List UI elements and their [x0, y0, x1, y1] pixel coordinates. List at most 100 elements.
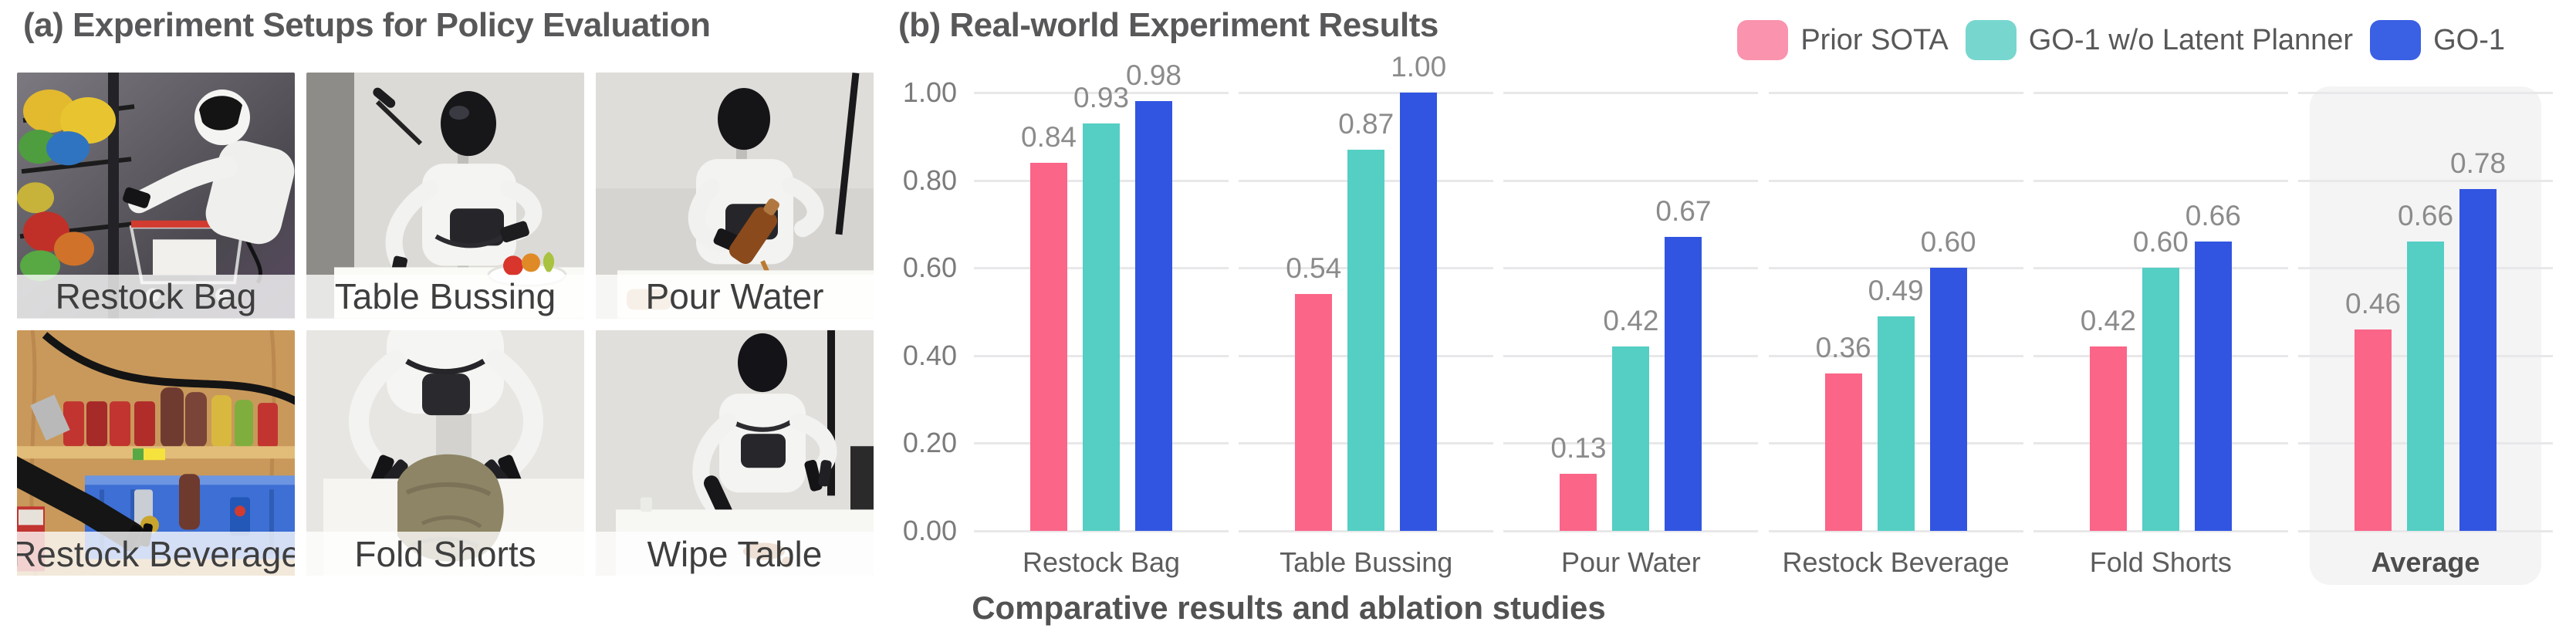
bar-slot: 0.42 [2081, 93, 2136, 531]
bar-group: 0.84 0.93 0.98 [974, 59, 1229, 531]
chart-group-pour-water: 0.13 0.42 0.67 Pour Water [1503, 92, 1759, 578]
bar-go-1-restock-beverage [1929, 268, 1967, 531]
panel-b-title: (b) Real-world Experiment Results [898, 6, 1438, 44]
bar-slot: 0.98 [1126, 59, 1182, 531]
gridline [974, 530, 1229, 532]
legend-label: Prior SOTA [1800, 23, 1949, 56]
bar-value-label: 0.93 [1073, 81, 1130, 113]
photo-label-restock-beverage: Restock Beverage [17, 532, 295, 576]
bar-go-1-w-o-latent-planner-pour-water [1612, 346, 1650, 531]
bar-value-label: 0.42 [1603, 305, 1659, 337]
bar-go-1-w-o-latent-planner-restock-beverage [1877, 316, 1915, 531]
gridline [2298, 530, 2554, 532]
bar-value-label: 0.49 [1868, 274, 1924, 306]
robot-table-bussing [385, 91, 543, 287]
bar-go-1-restock-bag [1135, 101, 1172, 531]
bar-go-1-w-o-latent-planner-fold-shorts [2142, 268, 2179, 531]
chart-group-average: 0.46 0.66 0.78 Average [2298, 92, 2554, 578]
photo-label-wipe-table: Wipe Table [596, 532, 874, 576]
bar-value-label: 0.66 [2185, 200, 2241, 232]
photo-restock-beverage: Restock Beverage [17, 329, 295, 576]
y-tick-label: 0.40 [902, 339, 957, 371]
gridline [2033, 530, 2288, 532]
bar-slot: 0.66 [2186, 93, 2241, 531]
bar-slot: 0.93 [1073, 82, 1129, 531]
photo-restock-bag: Restock Bag [17, 73, 295, 319]
bar-go-1-w-o-latent-planner-restock-bag [1083, 123, 1120, 531]
bar-value-label: 0.46 [2345, 287, 2402, 319]
chart-group-restock-beverage: 0.36 0.49 0.60 Restock Beverage [1768, 92, 2023, 578]
gridline [1239, 530, 1494, 532]
legend-item-prior-sota: Prior SOTA [1737, 20, 1949, 60]
robot-pour-water [688, 88, 824, 265]
bar-value-label: 0.87 [1338, 107, 1394, 140]
bar-prior-sota-average [2355, 329, 2392, 531]
robot-restock [123, 90, 295, 284]
figure-caption: Comparative results and ablation studies [972, 590, 1606, 626]
bar-slot: 0.60 [1921, 93, 1976, 531]
bar-slot: 0.87 [1338, 93, 1394, 531]
legend-label: GO-1 [2433, 23, 2505, 56]
bar-go-1-w-o-latent-planner-table-bussing [1347, 149, 1385, 531]
bar-value-label: 1.00 [1391, 51, 1447, 83]
gridline [1503, 267, 1759, 270]
bar-prior-sota-fold-shorts [2089, 346, 2127, 531]
robot-fold-shorts [348, 329, 544, 488]
bar-value-label: 0.42 [2080, 305, 2136, 337]
bottle [729, 198, 780, 265]
category-label-pour-water: Pour Water [1561, 546, 1701, 578]
bar-group: 0.36 0.49 0.60 [1769, 93, 2023, 531]
bar-value-label: 0.54 [1286, 252, 1342, 285]
gridline [2298, 92, 2554, 94]
y-axis: 0.00 0.20 0.40 0.60 0.80 1.00 [872, 76, 957, 546]
bar-value-label: 0.67 [1655, 195, 1712, 228]
bar-value-label: 0.60 [2132, 226, 2189, 258]
y-tick-label: 0.60 [902, 252, 957, 284]
photo-label-table-bussing: Table Bussing [306, 274, 584, 319]
experiment-photo-grid: Restock Bag [17, 73, 874, 576]
bar-slot: 1.00 [1391, 51, 1446, 531]
gridline [1768, 530, 2023, 532]
bar-value-label: 0.84 [1020, 120, 1077, 153]
bar-slot: 0.46 [2345, 93, 2401, 531]
bar-value-label: 0.60 [1920, 226, 1976, 258]
category-label-average: Average [2371, 546, 2480, 578]
photo-label-restock-bag: Restock Bag [17, 274, 295, 319]
photo-label-fold-shorts: Fold Shorts [306, 532, 584, 576]
category-label-restock-bag: Restock Bag [1022, 546, 1181, 578]
photo-fold-shorts: Fold Shorts [306, 329, 584, 576]
bar-go-1-pour-water [1665, 237, 1702, 531]
y-tick-label: 1.00 [902, 76, 957, 108]
category-label-fold-shorts: Fold Shorts [2089, 546, 2232, 578]
chart-group-restock-bag: 0.84 0.93 0.98 Restock Bag [974, 59, 1229, 578]
bar-go-1-table-bussing [1400, 93, 1438, 531]
photo-pour-water: Pour Water [596, 73, 874, 319]
bar-value-label: 0.66 [2398, 200, 2454, 232]
category-label-restock-beverage: Restock Beverage [1782, 546, 2010, 578]
gridline [974, 92, 1229, 94]
bar-prior-sota-table-bussing [1295, 294, 1333, 531]
bar-slot: 0.13 [1550, 93, 1606, 531]
bar-slot: 0.66 [2398, 93, 2453, 531]
bar-group: 0.46 0.66 0.78 [2298, 93, 2553, 531]
photo-wipe-table: Wipe Table [596, 329, 874, 576]
gridline [1768, 179, 2023, 182]
gridline [1503, 530, 1759, 532]
gridline [1503, 92, 1759, 94]
gridline [1503, 179, 1759, 182]
bar-slot: 0.60 [2133, 93, 2189, 531]
bar-prior-sota-restock-bag [1030, 162, 1067, 531]
legend-swatch [1965, 20, 2017, 60]
bar-value-label: 0.98 [1125, 59, 1182, 92]
bar-slot: 0.67 [1655, 93, 1711, 531]
bar-value-label: 0.36 [1815, 331, 1871, 363]
chart-group-table-bussing: 0.54 0.87 1.00 Table Bussing [1239, 51, 1494, 578]
gridline [2033, 92, 2288, 94]
legend-item-go-1-w-o-latent-planner: GO-1 w/o Latent Planner [1965, 20, 2354, 60]
panel-a-title: (a) Experiment Setups for Policy Evaluat… [23, 6, 711, 44]
bar-go-1-w-o-latent-planner-average [2407, 242, 2445, 531]
legend-label: GO-1 w/o Latent Planner [2028, 23, 2354, 56]
bar-value-label: 0.13 [1550, 432, 1607, 465]
robot-wipe-table [692, 333, 837, 536]
